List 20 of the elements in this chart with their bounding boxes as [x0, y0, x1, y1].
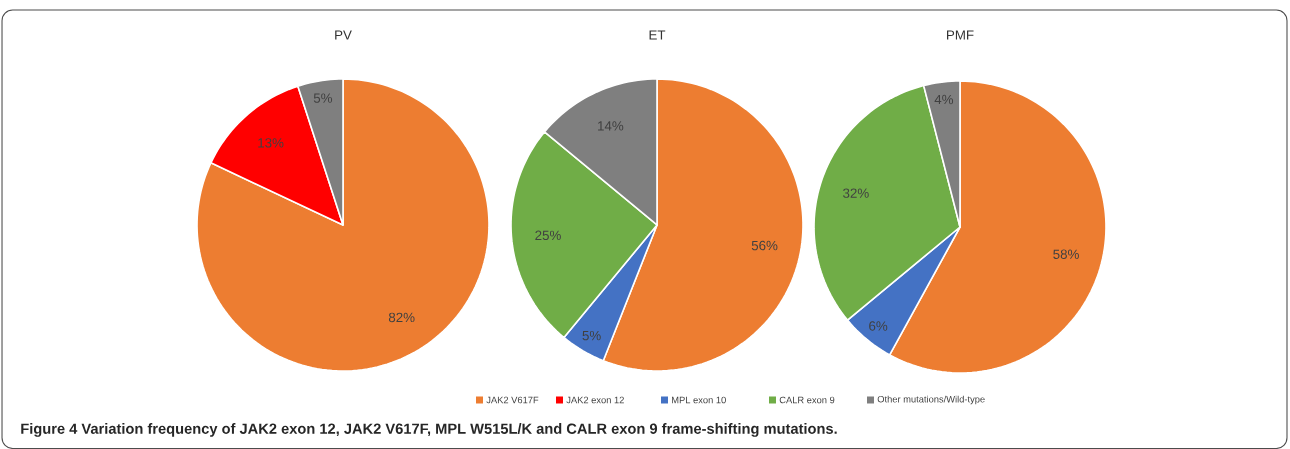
data-label: 32% — [843, 188, 869, 198]
data-label: 4% — [934, 94, 954, 105]
chart-title: ET — [649, 30, 666, 40]
data-label: 5% — [313, 93, 333, 103]
data-label: 58% — [1053, 249, 1079, 259]
legend-label: JAK2 exon 12 — [566, 396, 624, 404]
legend-label: JAK2 V617F — [486, 396, 539, 404]
data-label: 82% — [388, 312, 415, 323]
chart-title: PV — [335, 30, 352, 40]
data-label: 13% — [258, 138, 284, 148]
data-label: 56% — [751, 240, 778, 251]
data-label: 6% — [869, 321, 888, 331]
data-label: 5% — [582, 330, 601, 341]
legend-label: MPL exon 10 — [672, 396, 726, 404]
data-label: 14% — [598, 121, 624, 131]
legend-label: Other mutations/Wild-type — [877, 395, 985, 405]
data-label: 25% — [535, 230, 561, 241]
text: Figure 4 Variation frequency of JAK2 exon 12, JAK2 V617F, MPL W515L/K and CALR exon 9 frame-shifting mutations. — [21, 423, 837, 437]
legend-label: CALR exon 9 — [779, 396, 835, 404]
chart-title: PMF — [947, 30, 974, 40]
